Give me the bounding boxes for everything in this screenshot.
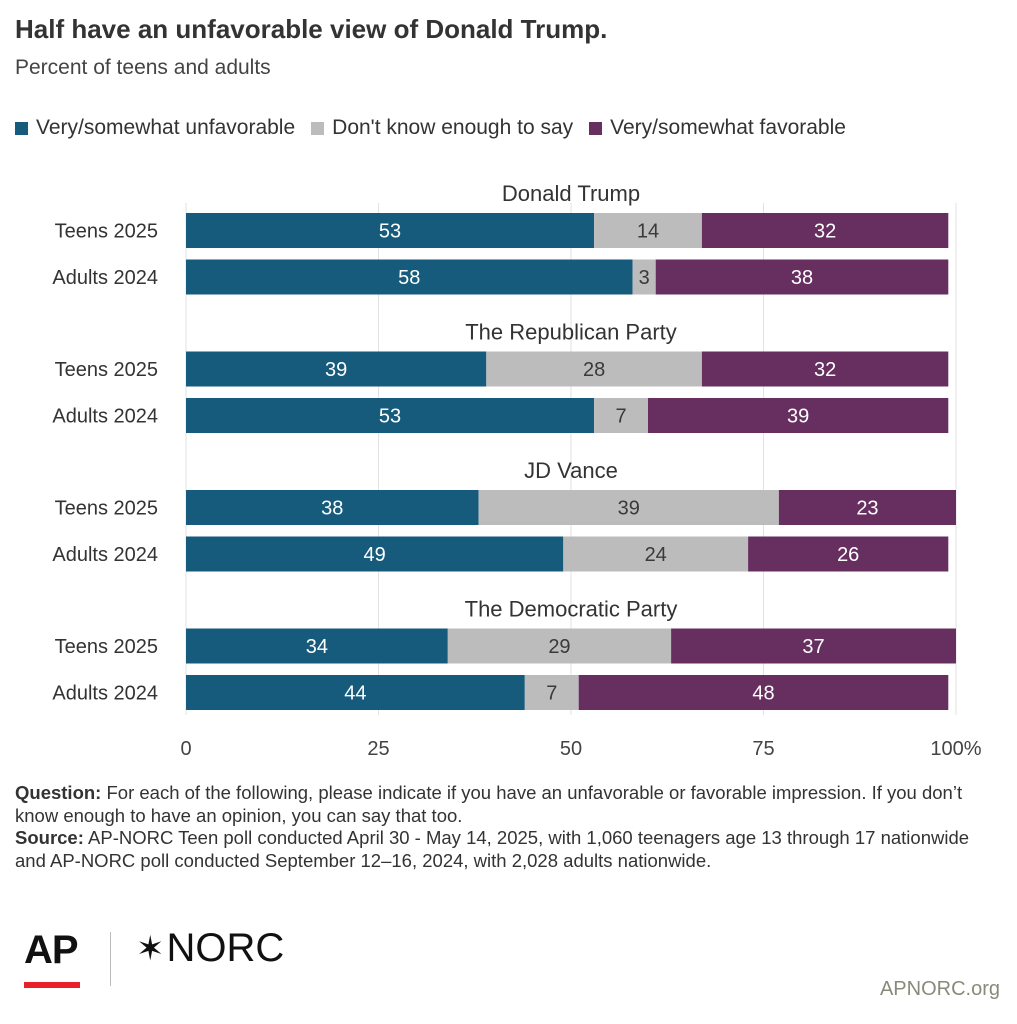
legend-item-favorable: Very/somewhat favorable — [589, 116, 846, 140]
x-tick-label-0: 0 — [180, 738, 191, 760]
chart-subtitle: Percent of teens and adults — [15, 56, 271, 79]
x-tick-label-75: 75 — [752, 738, 774, 760]
data-label: 29 — [548, 636, 570, 658]
data-label: 3 — [639, 267, 650, 289]
legend-swatch-dont-know — [311, 121, 325, 135]
bar-segment — [486, 351, 702, 387]
legend-label-dont-know: Don't know enough to say — [332, 116, 574, 139]
norc-star-icon: ✶ — [136, 929, 165, 968]
bar-segment — [701, 213, 949, 248]
data-label: 39 — [618, 498, 640, 520]
row-label: Adults 2024 — [52, 683, 158, 705]
bar-segment — [648, 398, 949, 433]
bar-segment — [186, 536, 564, 572]
source-label: Source: — [15, 827, 84, 848]
data-label: 34 — [306, 636, 328, 658]
bar-segment — [671, 628, 956, 664]
row-label: Teens 2025 — [55, 636, 158, 658]
bar-segment — [186, 675, 525, 710]
bar-segment — [478, 490, 779, 525]
bar-segment — [748, 536, 949, 572]
row-label: Teens 2025 — [55, 221, 158, 243]
legend-item-unfavorable: Very/somewhat unfavorable — [15, 116, 295, 140]
data-label: 23 — [856, 498, 878, 520]
row-label: Teens 2025 — [55, 359, 158, 381]
legend-swatch-favorable — [589, 121, 603, 135]
data-label: 28 — [583, 359, 605, 381]
data-label: 39 — [787, 406, 809, 428]
bar-segment — [578, 675, 949, 710]
group-title: JD Vance — [524, 458, 618, 483]
row-label: Adults 2024 — [52, 406, 158, 428]
bar-segment — [632, 259, 656, 295]
source-note: Source: AP-NORC Teen poll conducted Apri… — [15, 827, 1000, 872]
data-label: 7 — [546, 683, 557, 705]
data-label: 37 — [802, 636, 824, 658]
group-title: The Democratic Party — [465, 597, 678, 622]
x-tick-label-50: 50 — [560, 738, 582, 760]
ap-logo: AP — [24, 928, 79, 972]
legend-swatch-unfavorable — [15, 121, 28, 135]
data-label: 32 — [814, 359, 836, 381]
bar-segment — [778, 490, 956, 525]
bar-segment — [186, 398, 595, 433]
group-title: Donald Trump — [502, 181, 640, 206]
data-label: 32 — [814, 221, 836, 243]
x-tick-label-100: 100% — [930, 738, 981, 760]
data-label: 58 — [398, 267, 420, 289]
data-label: 26 — [837, 544, 859, 566]
legend-label-favorable: Very/somewhat favorable — [610, 116, 846, 139]
bar-segment — [594, 213, 702, 248]
data-label: 7 — [615, 406, 626, 428]
data-label: 44 — [344, 683, 366, 705]
x-tick-label-25: 25 — [367, 738, 389, 760]
site-link[interactable]: APNORC.org — [879, 978, 1000, 1000]
norc-logo: ✶ NORC — [136, 926, 284, 971]
logo-divider — [110, 932, 111, 986]
question-text: For each of the following, please indica… — [15, 782, 963, 826]
norc-logo-text: NORC — [166, 926, 285, 970]
question-note: Question: For each of the following, ple… — [15, 782, 1000, 827]
chart-title: Half have an unfavorable view of Donald … — [15, 14, 608, 44]
legend-item-dont-know: Don't know enough to say — [311, 116, 573, 140]
row-label: Teens 2025 — [55, 498, 158, 520]
bar-segment — [186, 213, 595, 248]
data-label: 14 — [637, 221, 659, 243]
bar-segment — [701, 351, 949, 387]
row-label: Adults 2024 — [52, 544, 158, 566]
data-label: 38 — [791, 267, 813, 289]
bar-segment — [447, 628, 672, 664]
chart-notes: Question: For each of the following, ple… — [15, 782, 1000, 872]
question-label: Question: — [15, 782, 102, 803]
data-label: 49 — [364, 544, 386, 566]
source-text: AP-NORC Teen poll conducted April 30 - M… — [15, 827, 970, 871]
bar-chart: 0 25 50 75 100% Donald Trump Teens 2025 53 14 32 A… — [52, 181, 981, 760]
data-label: 53 — [379, 221, 401, 243]
bar-segment — [186, 490, 479, 525]
bar-segment — [563, 536, 749, 572]
data-label: 24 — [645, 544, 667, 566]
data-label: 53 — [379, 406, 401, 428]
ap-logo-underline — [24, 982, 80, 988]
bar-segment — [655, 259, 949, 295]
legend-label-unfavorable: Very/somewhat unfavorable — [36, 116, 296, 139]
data-label: 39 — [325, 359, 347, 381]
bar-segment — [186, 628, 448, 664]
row-label: Adults 2024 — [52, 267, 158, 289]
bar-segment — [594, 398, 648, 433]
data-label: 38 — [321, 498, 343, 520]
bar-segment — [524, 675, 579, 710]
group-title: The Republican Party — [465, 320, 677, 345]
legend: Very/somewhat unfavorable Don't know eno… — [15, 113, 862, 143]
data-label: 48 — [752, 683, 774, 705]
bar-segment — [186, 259, 633, 295]
bar-segment — [186, 351, 487, 387]
